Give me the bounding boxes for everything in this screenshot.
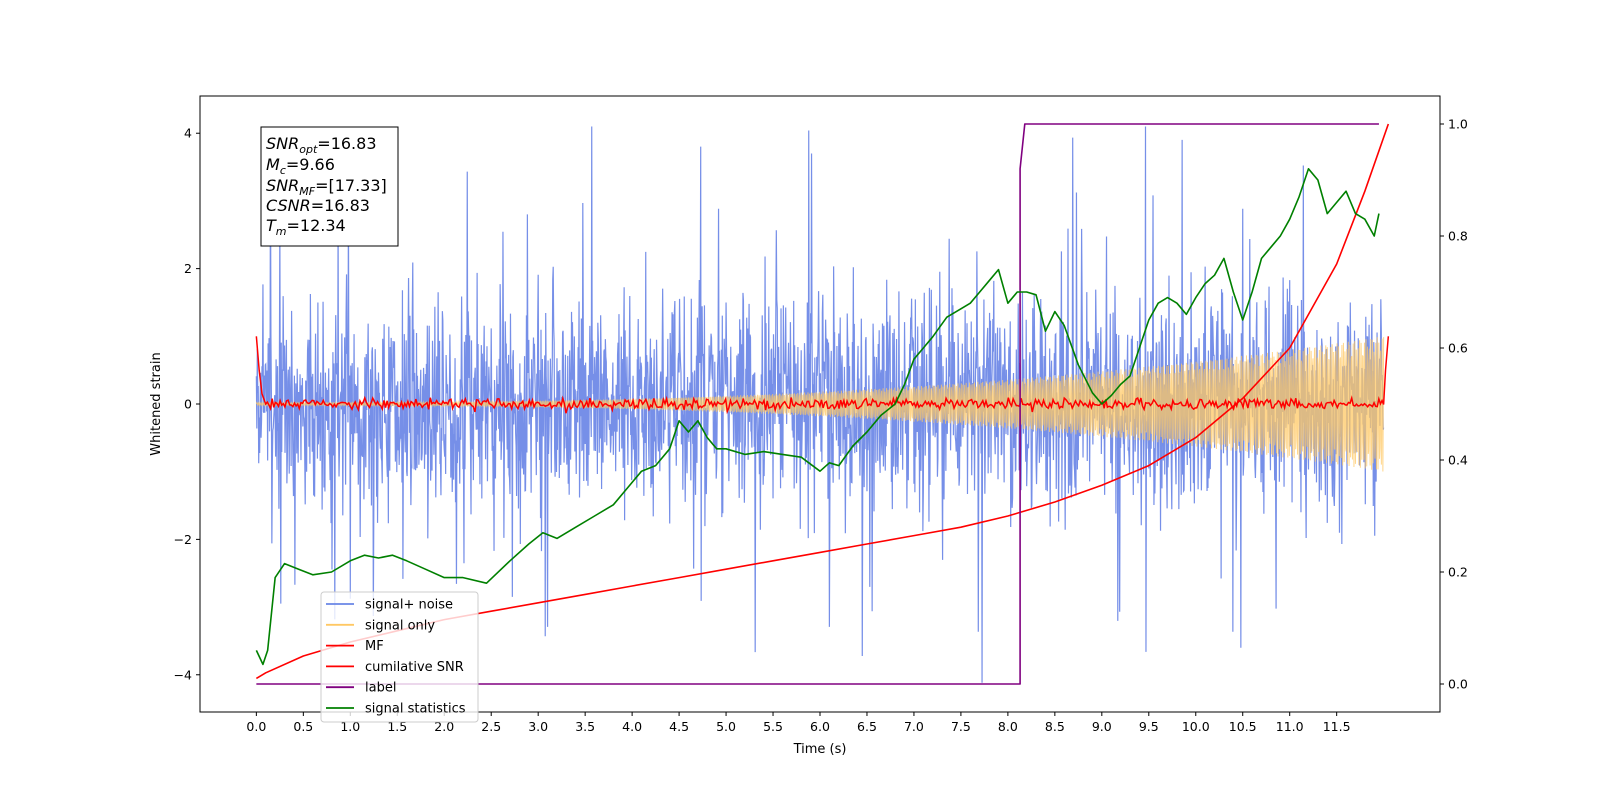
x-tick-label: 2.0: [434, 719, 454, 734]
x-tick-label: 0.0: [246, 719, 266, 734]
x-tick-label: 4.0: [622, 719, 642, 734]
y-axis-label: Whitened strain: [149, 352, 164, 455]
series-signal-statistics-line: [255, 168, 1380, 666]
x-tick-label: 10.5: [1229, 719, 1257, 734]
y-tick-label: −2: [174, 532, 192, 547]
x-tick-label: 7.5: [951, 719, 971, 734]
x-tick-label: 6.0: [810, 719, 830, 734]
x-tick-label: 6.5: [857, 719, 877, 734]
x-tick-label: 0.5: [293, 719, 313, 734]
x-tick-label: 7.0: [904, 719, 924, 734]
legend-label: signal+ noise: [365, 598, 453, 613]
x-tick-label: 11.0: [1276, 719, 1304, 734]
y-tick-label: 4: [184, 126, 192, 141]
series-signal-noise-line: [255, 126, 1385, 683]
y2-tick-label: 0.6: [1448, 341, 1468, 356]
x-tick-label: 8.5: [1045, 719, 1065, 734]
legend-label: label: [365, 681, 396, 696]
legend: signal+ noise signal only MF cumilative SNR…: [320, 591, 479, 723]
annotation-snr-opt: SNRopt=16.83: [266, 134, 377, 156]
x-tick-label: 9.0: [1092, 719, 1112, 734]
x-tick-label: 3.5: [575, 719, 595, 734]
annotation-tm: Tm=12.34: [266, 216, 346, 238]
series-label-line: [256, 123, 1379, 685]
legend-label: signal only: [365, 618, 435, 633]
x-tick-label: 5.5: [763, 719, 783, 734]
x-tick-label: 8.0: [998, 719, 1018, 734]
y2-tick-label: 0.8: [1448, 229, 1468, 244]
x-tick-label: 1.0: [340, 719, 360, 734]
legend-frame: [320, 591, 479, 723]
x-tick-label: 3.0: [528, 719, 548, 734]
x-tick-label: 9.5: [1139, 719, 1159, 734]
annotation-mc: Mc=9.66: [266, 155, 335, 177]
y2-tick-label: 0.2: [1448, 565, 1468, 580]
y2-tick-label: 0.0: [1448, 677, 1468, 692]
legend-label: MF: [365, 639, 384, 654]
x-tick-label: 10.0: [1182, 719, 1210, 734]
y-tick-label: 2: [184, 261, 192, 276]
x-tick-label: 5.0: [716, 719, 736, 734]
legend-label: cumilative SNR: [365, 660, 464, 675]
x-tick-label: 11.5: [1323, 719, 1351, 734]
y2-tick-label: 0.4: [1448, 453, 1468, 468]
axis-ticks: 0.0 0.5 1.0 1.5 2.0 2.5 3.0 3.5 4.0 4.5 5.0 5.5 6.0 6…: [174, 117, 1468, 735]
x-tick-label: 1.5: [387, 719, 407, 734]
y-tick-label: 0: [184, 397, 192, 412]
legend-label: signal statistics: [365, 702, 466, 717]
x-tick-label: 2.5: [481, 719, 501, 734]
annotation-frame: [260, 126, 399, 247]
x-axis-label: Time (s): [793, 742, 847, 757]
y2-tick-label: 1.0: [1448, 117, 1468, 132]
annotation-box: SNRopt=16.83 Mc=9.66 SNRMF=[17.33] CSNR=…: [260, 126, 399, 247]
y-tick-label: −4: [174, 667, 192, 682]
x-tick-label: 4.5: [669, 719, 689, 734]
series-mf-line: [255, 336, 1390, 415]
annotation-snr-mf: SNRMF=[17.33]: [266, 176, 387, 198]
annotation-csnr: CSNR=16.83: [266, 196, 370, 215]
